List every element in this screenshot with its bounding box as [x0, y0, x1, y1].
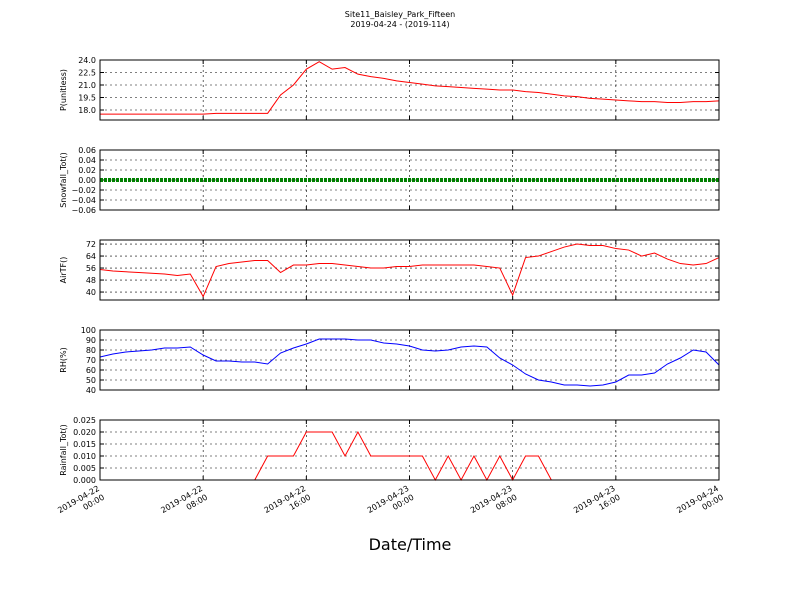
y-tick-label: 40 [86, 288, 96, 297]
x-tick-label: 2019-04-2400:00 [675, 484, 725, 524]
y-axis-label: Snowfall_Tot() [59, 152, 68, 208]
y-tick-label: 0.020 [73, 428, 96, 437]
y-tick-label: 24.0 [78, 56, 96, 65]
y-tick-label: 60 [86, 366, 96, 375]
y-tick-label: 0.010 [73, 452, 96, 461]
y-tick-label: 21.0 [78, 81, 96, 90]
y-tick-label: 50 [86, 376, 96, 385]
y-tick-label: 90 [86, 336, 96, 345]
y-tick-label: 0.02 [78, 166, 96, 175]
x-axis-label: Date/Time [369, 535, 452, 554]
y-tick-label: −0.06 [71, 206, 96, 215]
y-tick-label: 100 [81, 326, 96, 335]
y-tick-label: −0.02 [71, 186, 96, 195]
x-tick-label: 2019-04-2208:00 [159, 484, 209, 524]
series-line [100, 61, 720, 115]
y-axis-label: AirTF() [59, 257, 68, 284]
x-tick-label: 2019-04-2308:00 [469, 484, 519, 524]
y-tick-label: 0.000 [73, 476, 96, 485]
y-tick-label: 48 [86, 276, 96, 285]
y-axis-label: Rainfall_Tot() [59, 424, 68, 476]
y-tick-label: 0.025 [73, 416, 96, 425]
y-tick-label: 40 [86, 386, 96, 395]
y-tick-label: 0.005 [73, 464, 96, 473]
plot-frame [99, 329, 720, 391]
y-tick-label: 0.06 [78, 146, 96, 155]
x-tick-label: 2019-04-2216:00 [263, 484, 313, 524]
y-tick-label: 0.00 [78, 176, 96, 185]
chart-title: Site11_Baisley_Park_Fifteen [345, 10, 455, 19]
y-tick-label: 22.5 [78, 69, 96, 78]
y-axis-label: RH(%) [59, 347, 68, 372]
y-tick-label: 18.0 [78, 106, 96, 115]
y-tick-label: 0.04 [78, 156, 96, 165]
plot-frame [99, 419, 720, 481]
plot-frame [99, 239, 720, 301]
x-tick-label: 2019-04-2316:00 [572, 484, 622, 524]
y-tick-label: 19.5 [78, 94, 96, 103]
y-tick-label: 72 [86, 240, 96, 249]
plot-frame [99, 149, 720, 211]
series-line [99, 243, 720, 298]
x-tick-label: 2019-04-2300:00 [366, 484, 416, 524]
y-tick-label: 0.015 [73, 440, 96, 449]
x-tick-label: 2019-04-2200:00 [56, 484, 106, 524]
y-tick-label: 56 [86, 264, 96, 273]
y-axis-label: P(unitless) [59, 69, 68, 111]
y-tick-label: 80 [86, 346, 96, 355]
chart-subtitle: 2019-04-24 - (2019-114) [350, 20, 449, 29]
y-tick-label: 70 [86, 356, 96, 365]
plot-frame [99, 59, 720, 121]
y-tick-label: 64 [86, 252, 96, 261]
series-line [99, 338, 720, 387]
y-tick-label: −0.04 [71, 196, 96, 205]
